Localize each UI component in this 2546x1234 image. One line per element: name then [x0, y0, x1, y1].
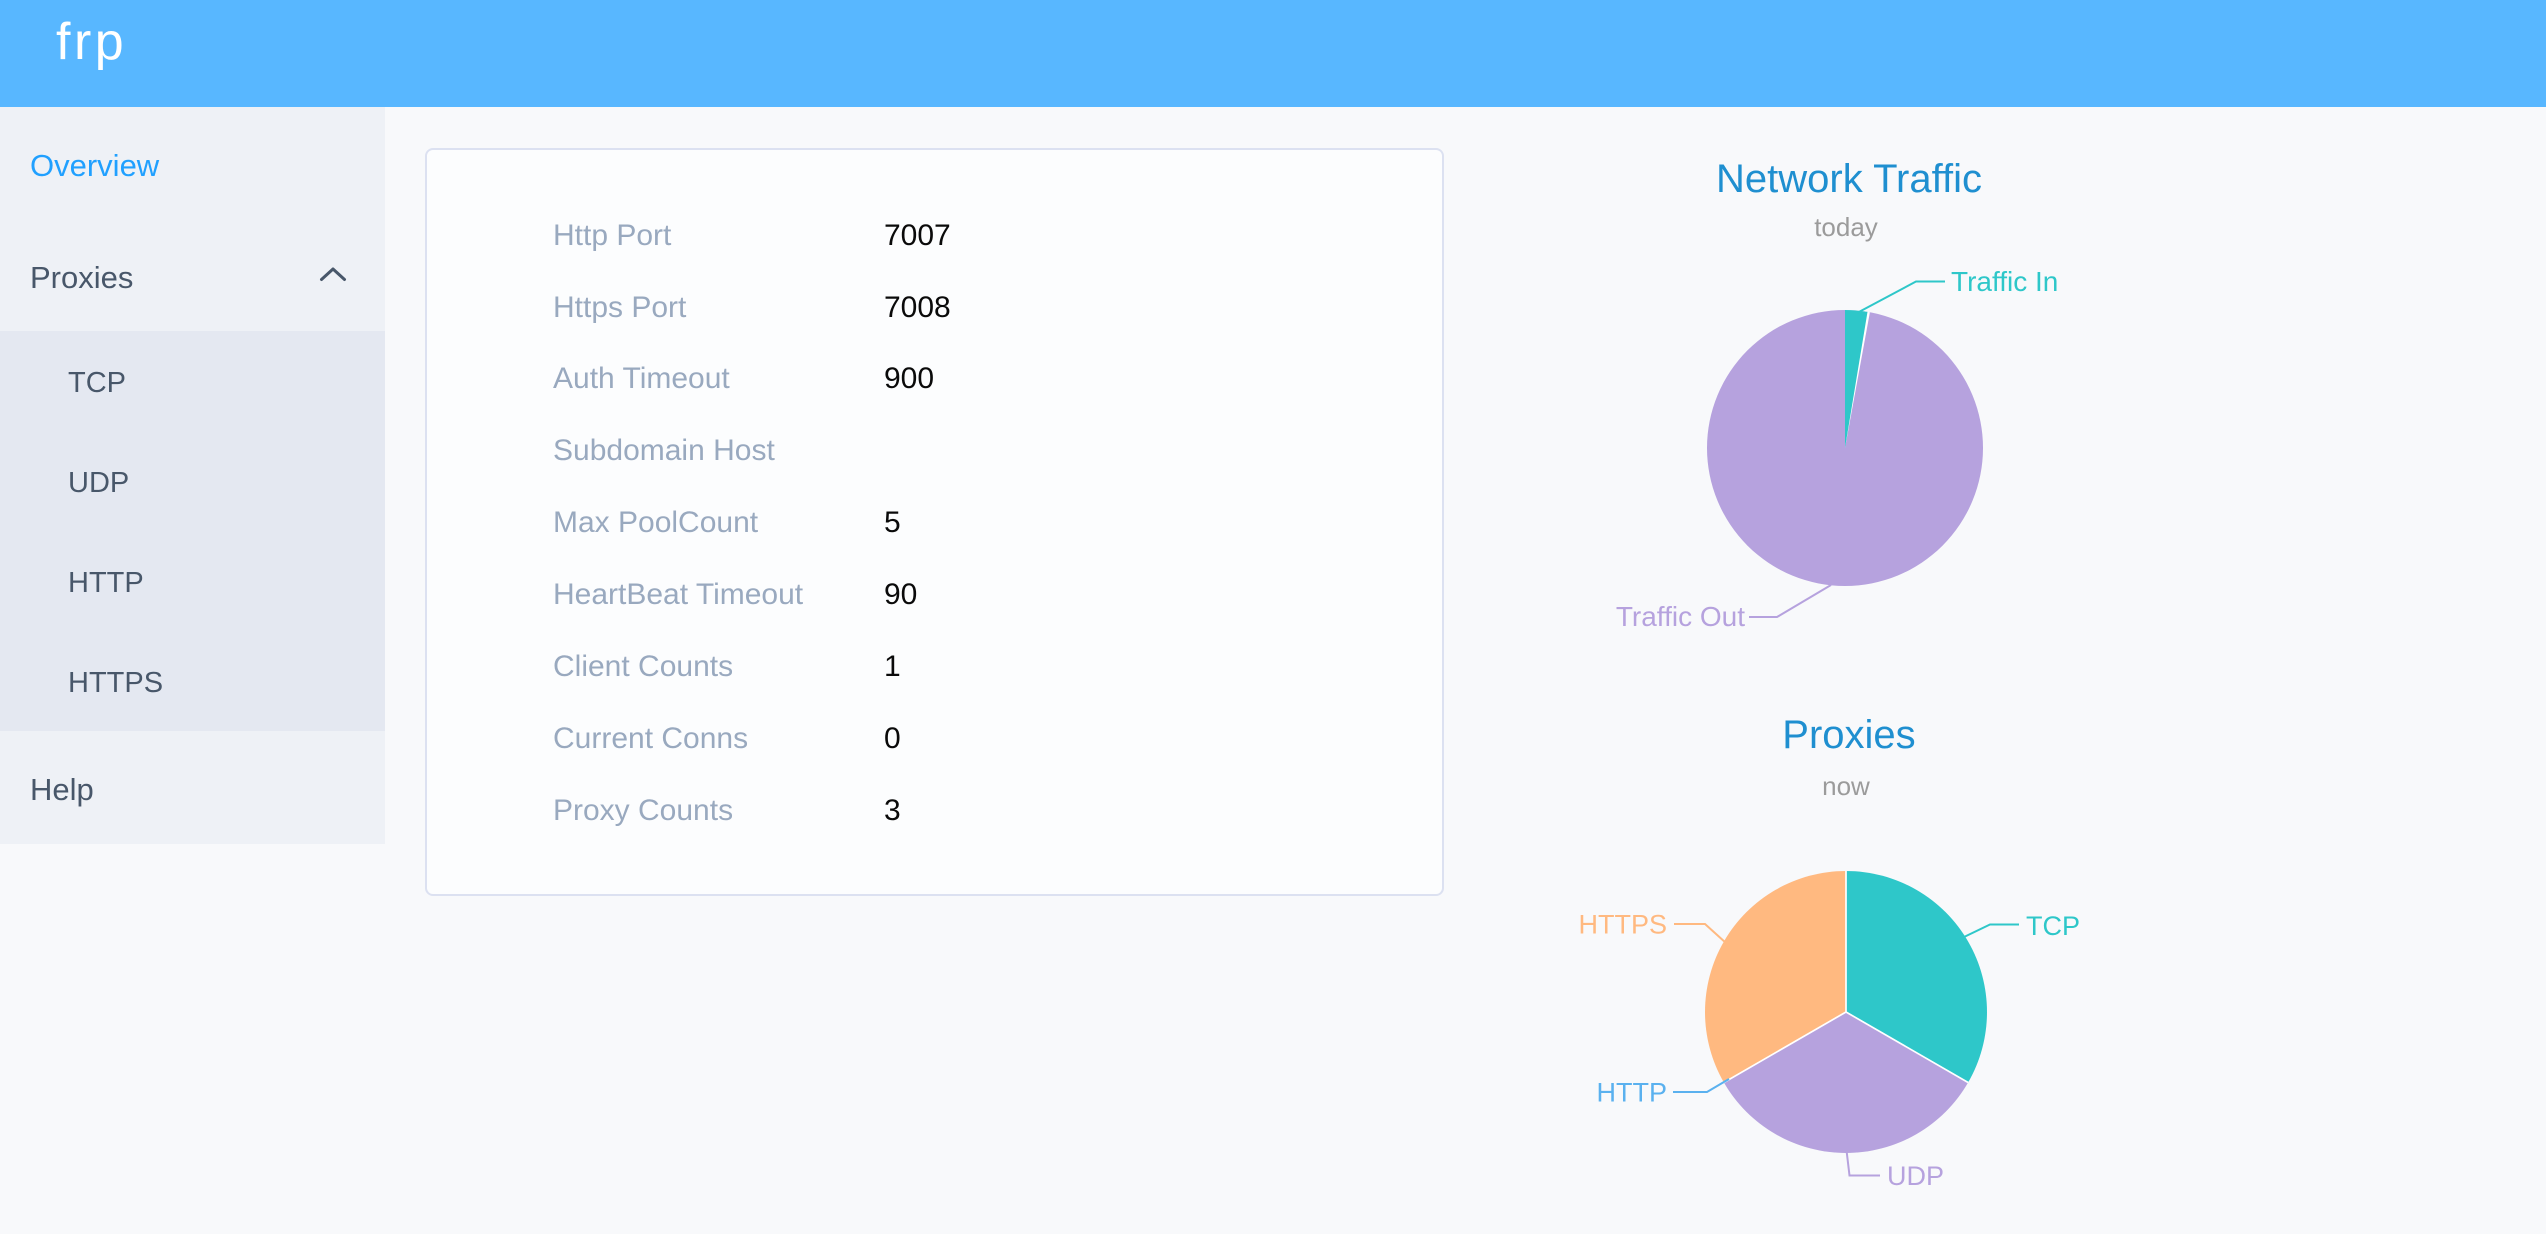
svg-text:1: 1: [884, 650, 901, 683]
svg-text:90: 90: [884, 578, 917, 611]
svg-text:Max PoolCount: Max PoolCount: [553, 506, 759, 539]
svg-text:Current Conns: Current Conns: [553, 722, 748, 755]
svg-text:900: 900: [884, 362, 934, 395]
svg-text:0: 0: [884, 722, 901, 755]
svg-text:TCP: TCP: [2026, 911, 2080, 941]
svg-text:HTTP: HTTP: [1597, 1078, 1668, 1108]
svg-text:3: 3: [884, 794, 901, 827]
svg-text:Auth Timeout: Auth Timeout: [553, 362, 730, 395]
svg-text:today: today: [1814, 212, 1878, 242]
svg-text:Network Traffic: Network Traffic: [1716, 157, 1982, 201]
svg-text:now: now: [1822, 771, 1870, 801]
svg-text:Proxies: Proxies: [1782, 713, 1915, 757]
svg-text:Https Port: Https Port: [553, 291, 687, 324]
svg-text:7007: 7007: [884, 219, 951, 252]
svg-text:5: 5: [884, 506, 901, 539]
svg-text:Http Port: Http Port: [553, 219, 672, 252]
svg-text:HeartBeat Timeout: HeartBeat Timeout: [553, 578, 804, 611]
svg-text:Subdomain Host: Subdomain Host: [553, 434, 775, 467]
svg-text:Proxy Counts: Proxy Counts: [553, 794, 733, 827]
svg-text:UDP: UDP: [1887, 1161, 1944, 1191]
svg-text:HTTPS: HTTPS: [1578, 910, 1667, 940]
svg-text:7008: 7008: [884, 291, 951, 324]
svg-text:Client Counts: Client Counts: [553, 650, 733, 683]
svg-text:Traffic Out: Traffic Out: [1616, 601, 1745, 632]
svg-text:Traffic In: Traffic In: [1951, 266, 2058, 297]
